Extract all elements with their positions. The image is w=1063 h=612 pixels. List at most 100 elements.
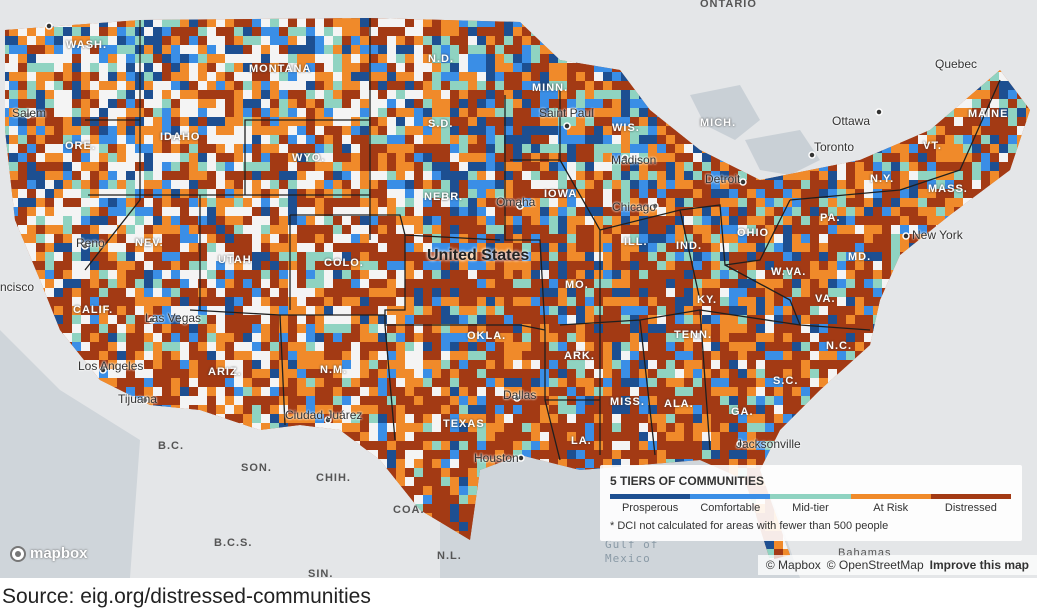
- county-cell: [729, 189, 739, 199]
- county-cell: [225, 351, 235, 361]
- county-cell: [450, 198, 460, 208]
- county-cell: [477, 306, 487, 316]
- county-cell: [126, 288, 136, 298]
- county-cell: [108, 180, 118, 190]
- county-cell: [315, 144, 325, 154]
- county-cell: [189, 279, 199, 289]
- county-cell: [549, 99, 559, 109]
- county-cell: [360, 63, 370, 73]
- county-cell: [621, 126, 631, 136]
- county-cell: [297, 279, 307, 289]
- county-cell: [90, 225, 100, 235]
- county-cell: [468, 198, 478, 208]
- county-cell: [873, 279, 883, 289]
- county-cell: [801, 198, 811, 208]
- county-cell: [18, 216, 28, 226]
- county-cell: [405, 81, 415, 91]
- county-cell: [81, 72, 91, 82]
- county-cell: [792, 225, 802, 235]
- county-cell: [612, 378, 622, 388]
- county-cell: [81, 225, 91, 235]
- county-cell: [306, 162, 316, 172]
- county-cell: [549, 171, 559, 181]
- county-cell: [297, 27, 307, 37]
- county-cell: [72, 243, 82, 253]
- county-cell: [576, 171, 586, 181]
- county-cell: [513, 288, 523, 298]
- county-cell: [261, 99, 271, 109]
- county-cell: [216, 117, 226, 127]
- county-cell: [477, 360, 487, 370]
- county-cell: [810, 342, 820, 352]
- county-cell: [846, 207, 856, 217]
- county-cell: [18, 72, 28, 82]
- county-cell: [234, 18, 244, 28]
- county-cell: [819, 315, 829, 325]
- county-cell: [855, 315, 865, 325]
- county-cell: [207, 180, 217, 190]
- county-cell: [684, 189, 694, 199]
- county-cell: [450, 333, 460, 343]
- county-cell: [234, 180, 244, 190]
- county-cell: [495, 342, 505, 352]
- county-cell: [738, 288, 748, 298]
- choropleth-map[interactable]: ONTARIO B.C. SON. CHIH. COA. B.C.S. N.L.…: [0, 0, 1037, 578]
- county-cell: [306, 252, 316, 262]
- county-cell: [90, 243, 100, 253]
- county-cell: [621, 198, 631, 208]
- county-cell: [261, 252, 271, 262]
- county-cell: [387, 270, 397, 280]
- county-cell: [657, 378, 667, 388]
- county-cell: [99, 45, 109, 55]
- county-cell: [90, 315, 100, 325]
- county-cell: [450, 243, 460, 253]
- county-cell: [783, 234, 793, 244]
- county-cell: [171, 378, 181, 388]
- county-cell: [684, 360, 694, 370]
- county-cell: [315, 297, 325, 307]
- county-cell: [387, 135, 397, 145]
- county-cell: [441, 315, 451, 325]
- county-cell: [72, 261, 82, 271]
- county-cell: [846, 234, 856, 244]
- county-cell: [567, 72, 577, 82]
- county-cell: [720, 297, 730, 307]
- county-cell: [450, 342, 460, 352]
- county-cell: [702, 369, 712, 379]
- county-cell: [414, 198, 424, 208]
- county-cell: [396, 126, 406, 136]
- county-cell: [783, 261, 793, 271]
- county-cell: [486, 18, 496, 28]
- county-cell: [126, 45, 136, 55]
- county-cell: [135, 198, 145, 208]
- county-cell: [378, 207, 388, 217]
- county-cell: [171, 225, 181, 235]
- county-cell: [270, 261, 280, 271]
- county-cell: [576, 63, 586, 73]
- county-cell: [432, 243, 442, 253]
- county-cell: [369, 171, 379, 181]
- county-cell: [585, 279, 595, 289]
- county-cell: [216, 360, 226, 370]
- county-cell: [468, 189, 478, 199]
- county-cell: [72, 90, 82, 100]
- county-cell: [414, 315, 424, 325]
- county-cell: [405, 117, 415, 127]
- county-cell: [558, 279, 568, 289]
- county-cell: [396, 225, 406, 235]
- county-cell: [243, 261, 253, 271]
- county-cell: [243, 369, 253, 379]
- county-cell: [594, 234, 604, 244]
- county-cell: [405, 126, 415, 136]
- county-cell: [288, 108, 298, 118]
- county-cell: [720, 162, 730, 172]
- county-cell: [405, 162, 415, 172]
- county-cell: [585, 288, 595, 298]
- county-cell: [27, 117, 37, 127]
- county-cell: [432, 216, 442, 226]
- county-cell: [198, 378, 208, 388]
- county-cell: [54, 189, 64, 199]
- county-cell: [117, 189, 127, 199]
- county-cell: [414, 324, 424, 334]
- county-cell: [171, 234, 181, 244]
